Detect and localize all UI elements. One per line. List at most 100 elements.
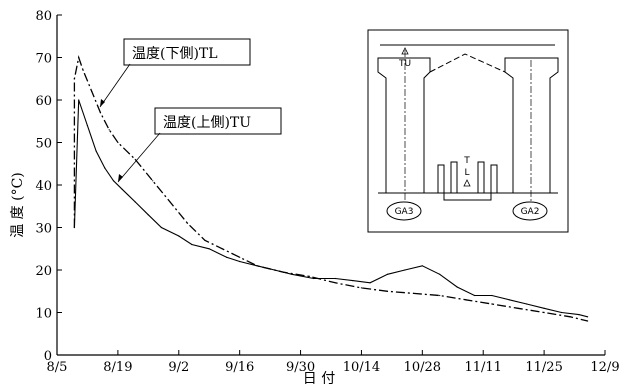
- series-point-1: [291, 273, 293, 275]
- inset-tl-marker: [463, 179, 471, 187]
- inset-lower-block: [437, 161, 498, 201]
- series-point-0: [204, 239, 206, 241]
- x-tick-label: 9/16: [225, 360, 254, 375]
- series-point-0: [221, 248, 223, 250]
- series-point-1: [369, 282, 371, 284]
- series-point-0: [82, 69, 84, 71]
- series-point-1: [147, 214, 149, 216]
- series-point-0: [413, 292, 415, 294]
- series-point-0: [169, 201, 171, 203]
- series-point-0: [117, 141, 119, 144]
- inset-left-girder: [377, 57, 431, 194]
- series-point-0: [78, 56, 80, 59]
- series-layer: [73, 55, 589, 322]
- y-axis-label-text: 温 度 (°C): [10, 172, 26, 238]
- series-point-1: [121, 188, 123, 190]
- y-ticks: 0 10 20 30 40 50 60 70 80: [35, 9, 62, 364]
- series-point-1: [95, 150, 97, 152]
- series-point-0: [439, 294, 441, 297]
- y-tick-label: 20: [35, 264, 52, 279]
- inset-ga3-ellipse: [386, 201, 422, 221]
- inset-slab-dashed: [429, 53, 506, 73]
- series-point-1: [526, 303, 528, 305]
- series-point-1: [404, 269, 406, 271]
- y-tick-label: 70: [35, 52, 52, 67]
- inset-label-l: L: [464, 168, 469, 178]
- x-tick-label: 10/14: [343, 360, 380, 375]
- series-1: [73, 99, 589, 318]
- series-point-1: [421, 265, 423, 267]
- y-tick-label: 30: [35, 222, 52, 237]
- x-tick-label: 11/25: [525, 360, 562, 375]
- series-point-1: [439, 273, 441, 275]
- series-point-1: [178, 235, 180, 237]
- series-point-0: [91, 90, 93, 93]
- series-point-1: [508, 299, 510, 301]
- series-point-1: [456, 286, 458, 288]
- series-point-1: [73, 226, 75, 229]
- inset-diagram: TU T L GA3 GA2: [367, 29, 569, 233]
- series-point-1: [226, 256, 228, 258]
- series-point-0: [465, 299, 467, 301]
- inset-ga2-ellipse: [512, 201, 548, 221]
- y-tick-label: 40: [35, 179, 52, 194]
- series-point-0: [569, 316, 571, 318]
- series-point-0: [517, 307, 519, 309]
- series-point-0: [491, 303, 493, 305]
- x-axis-label: 日 付: [303, 371, 335, 385]
- series-point-1: [160, 226, 162, 229]
- callout-tu-text: 温度(上側)TU: [163, 115, 251, 131]
- callout-tl-text: 温度(下側)TL: [132, 46, 218, 62]
- x-tick-label: 12/9: [590, 360, 619, 375]
- series-point-1: [560, 311, 563, 314]
- series-point-0: [99, 112, 102, 114]
- x-tick-label: 11/11: [464, 360, 501, 375]
- series-point-1: [134, 201, 136, 203]
- y-tick-label: 60: [35, 94, 52, 109]
- series-point-1: [86, 124, 88, 127]
- callout-tl: 温度(下側)TL: [99, 38, 251, 108]
- x-ticks: 8/5 8/19 9/2 9/16 9/30 10/14 10/28 11/11 11/25 12…: [47, 350, 620, 375]
- series-point-1: [587, 316, 589, 318]
- series-line-0: [73, 55, 588, 322]
- series-point-0: [543, 311, 545, 314]
- series-point-0: [334, 282, 336, 284]
- series-point-1: [313, 277, 315, 280]
- callout-tl-arrow: [100, 99, 105, 107]
- series-point-1: [273, 269, 276, 271]
- series-point-1: [543, 307, 545, 309]
- series-point-1: [112, 180, 115, 182]
- x-tick-label: 9/30: [286, 360, 315, 375]
- series-point-1: [352, 280, 354, 282]
- series-point-1: [491, 294, 493, 297]
- inset-label-ga3: GA3: [395, 207, 414, 217]
- series-point-0: [186, 222, 189, 224]
- y-tick-label: 50: [35, 137, 52, 152]
- series-point-0: [587, 320, 589, 322]
- series-point-0: [360, 287, 362, 289]
- series-point-0: [73, 78, 75, 80]
- series-point-0: [108, 129, 110, 131]
- x-tick-label: 8/19: [103, 360, 132, 375]
- series-point-1: [208, 248, 210, 250]
- y-axis-label: 温 度 (°C): [10, 172, 26, 238]
- callout-tu: 温度(上側)TU: [117, 107, 282, 183]
- inset-label-tu: TU: [398, 59, 411, 69]
- series-point-1: [334, 277, 336, 280]
- series-point-1: [473, 294, 476, 297]
- callout-tu-leader: [117, 132, 161, 183]
- x-tick-label: 9/2: [168, 360, 189, 375]
- x-tick-label: 8/5: [47, 360, 68, 375]
- series-point-0: [239, 256, 241, 258]
- series-point-1: [191, 243, 193, 246]
- callout-tl-leader: [99, 63, 131, 108]
- series-point-0: [308, 275, 310, 277]
- y-tick-label: 0: [44, 349, 52, 364]
- series-point-1: [78, 99, 80, 101]
- series-point-0: [152, 180, 154, 182]
- inset-tu-marker: [401, 47, 409, 55]
- inset-right-girder: [504, 57, 559, 194]
- series-point-1: [256, 265, 258, 267]
- series-point-1: [386, 273, 389, 275]
